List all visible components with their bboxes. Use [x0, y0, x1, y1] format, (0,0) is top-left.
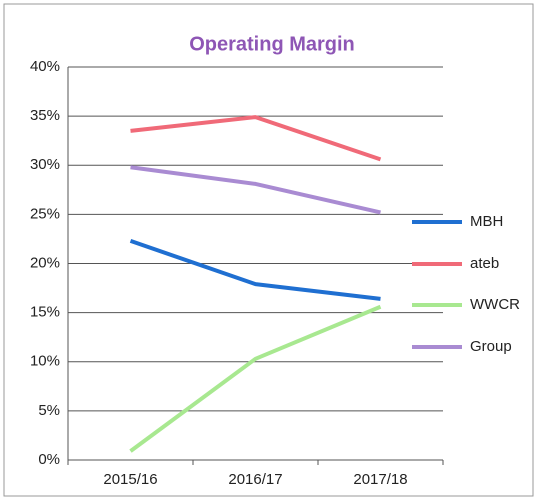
legend-label: WWCR [470, 296, 520, 313]
legend-label: MBH [470, 213, 503, 230]
y-tick-label: 35% [30, 107, 60, 124]
y-tick-label: 40% [30, 58, 60, 75]
line-series [130, 165, 381, 215]
legend-label: ateb [470, 255, 499, 272]
y-tick-label: 5% [38, 402, 60, 419]
line-series [129, 304, 382, 453]
y-tick-label: 0% [38, 451, 60, 468]
line-series [129, 239, 381, 301]
legend-label: Group [470, 338, 512, 355]
x-tick-label: 2015/16 [103, 471, 157, 488]
chart-frame [3, 3, 534, 497]
x-tick-label: 2016/17 [228, 471, 282, 488]
y-tick-label: 25% [30, 205, 60, 222]
line-series [130, 115, 382, 162]
chart-title: Operating Margin [189, 33, 355, 55]
y-tick-label: 30% [30, 156, 60, 173]
y-tick-label: 15% [30, 304, 60, 321]
y-tick-label: 20% [30, 254, 60, 271]
y-tick-label: 10% [30, 353, 60, 370]
x-tick-label: 2017/18 [353, 471, 407, 488]
